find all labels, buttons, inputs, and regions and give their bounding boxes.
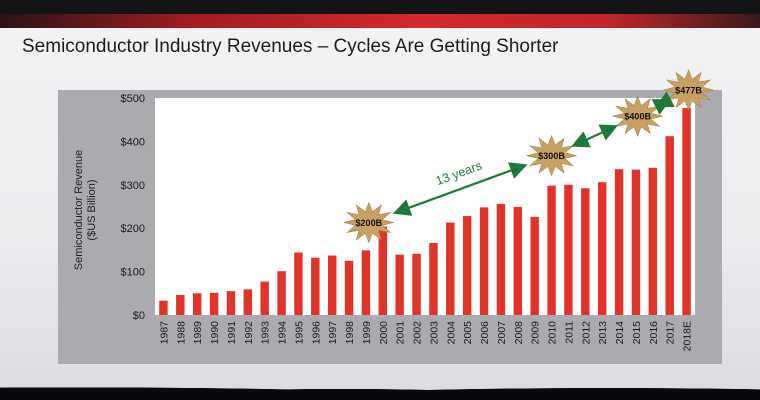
x-tick-label: 1988 (175, 321, 187, 345)
bar-2009 (530, 216, 539, 315)
x-tick-label: 1987 (158, 321, 170, 345)
x-tick-label: 2001 (395, 321, 407, 345)
bar-2018E (682, 107, 691, 316)
bar-2006 (479, 207, 489, 315)
bar-2013 (597, 182, 607, 315)
callout-starburst (343, 201, 394, 244)
x-tick-label: 1989 (192, 321, 204, 345)
audience-silhouettes (0, 378, 760, 400)
bar-2012 (581, 188, 590, 315)
cycle-arrow (651, 91, 675, 115)
bar-2014 (614, 169, 624, 315)
x-tick-label: 2002 (412, 321, 424, 345)
bar-1997 (327, 255, 337, 315)
bar-2011 (564, 184, 573, 315)
x-tick-label: 2017 (665, 321, 677, 345)
callout-label: $477B (675, 85, 702, 95)
callout-label: $300B (538, 151, 565, 161)
x-tick-label: 2013 (597, 321, 609, 345)
callout-starburst (663, 69, 714, 111)
bar-1991 (226, 291, 236, 315)
x-tick-label: 2016 (648, 321, 660, 345)
y-tick-label: $100 (121, 267, 145, 279)
callout-label: $400B (624, 112, 651, 122)
bar-1989 (192, 293, 202, 315)
x-tick-label: 2010 (547, 321, 559, 345)
x-tick-label: 2018E (682, 321, 694, 351)
x-tick-label: 1997 (327, 321, 339, 345)
bar-1993 (260, 281, 269, 315)
x-tick-label: 1993 (260, 321, 272, 345)
bar-2001 (395, 254, 404, 315)
bar-1998 (344, 260, 354, 315)
cycle-arrow (392, 162, 528, 216)
bar-2008 (513, 206, 523, 315)
x-tick-label: 1995 (293, 321, 305, 345)
y-axis-label: Semiconductor Revenue($US Billion) (73, 150, 98, 270)
bar-2000 (378, 226, 388, 315)
x-tick-label: 1990 (209, 321, 221, 345)
x-tick-label: 2007 (496, 321, 508, 345)
y-tick-label: $0 (133, 310, 145, 322)
x-tick-label: 2011 (563, 321, 575, 344)
x-tick-label: 2006 (479, 321, 491, 345)
bar-2007 (496, 203, 506, 315)
bar-2005 (462, 216, 472, 315)
bar-1995 (294, 252, 303, 315)
x-tick-label: 2014 (614, 321, 626, 345)
x-tick-label: 2005 (462, 321, 474, 345)
plot-area (155, 98, 695, 315)
bar-2004 (446, 222, 455, 315)
x-tick-label: 1992 (243, 321, 255, 345)
bar-2016 (648, 167, 658, 315)
x-tick-label: 2009 (530, 321, 542, 345)
x-tick-label: 2003 (428, 321, 440, 345)
x-tick-label: 2004 (445, 321, 457, 345)
bar-2015 (631, 169, 641, 315)
bar-1996 (311, 257, 320, 315)
x-tick-label: 2012 (580, 321, 592, 345)
y-tick-label: $200 (121, 223, 145, 235)
bar-1999 (361, 250, 371, 315)
bar-2010 (547, 185, 556, 315)
x-tick-label: 2000 (378, 321, 390, 345)
cycle-arrow (571, 124, 619, 148)
x-tick-label: 2015 (631, 321, 643, 345)
x-tick-label: 1996 (310, 321, 322, 345)
y-tick-label: $300 (121, 180, 145, 192)
x-tick-label: 1994 (277, 321, 289, 345)
y-tick-label: $500 (121, 93, 145, 105)
y-tick-label: $400 (121, 136, 145, 148)
x-tick-label: 1991 (226, 321, 238, 345)
bar-1990 (209, 292, 219, 315)
bar-1987 (159, 300, 168, 315)
bar-1994 (277, 271, 286, 315)
x-tick-label: 1999 (361, 321, 373, 345)
bar-2003 (429, 242, 438, 315)
bar-2002 (412, 253, 421, 315)
bar-1992 (243, 289, 253, 315)
bar-2017 (665, 136, 674, 315)
x-tick-label: 1998 (344, 321, 356, 345)
slide-top-bar (0, 14, 760, 28)
callout-label: $200B (356, 218, 383, 228)
x-tick-label: 2008 (513, 321, 525, 345)
slide-title: Semiconductor Industry Revenues – Cycles… (22, 36, 559, 57)
bar-1988 (176, 295, 185, 315)
